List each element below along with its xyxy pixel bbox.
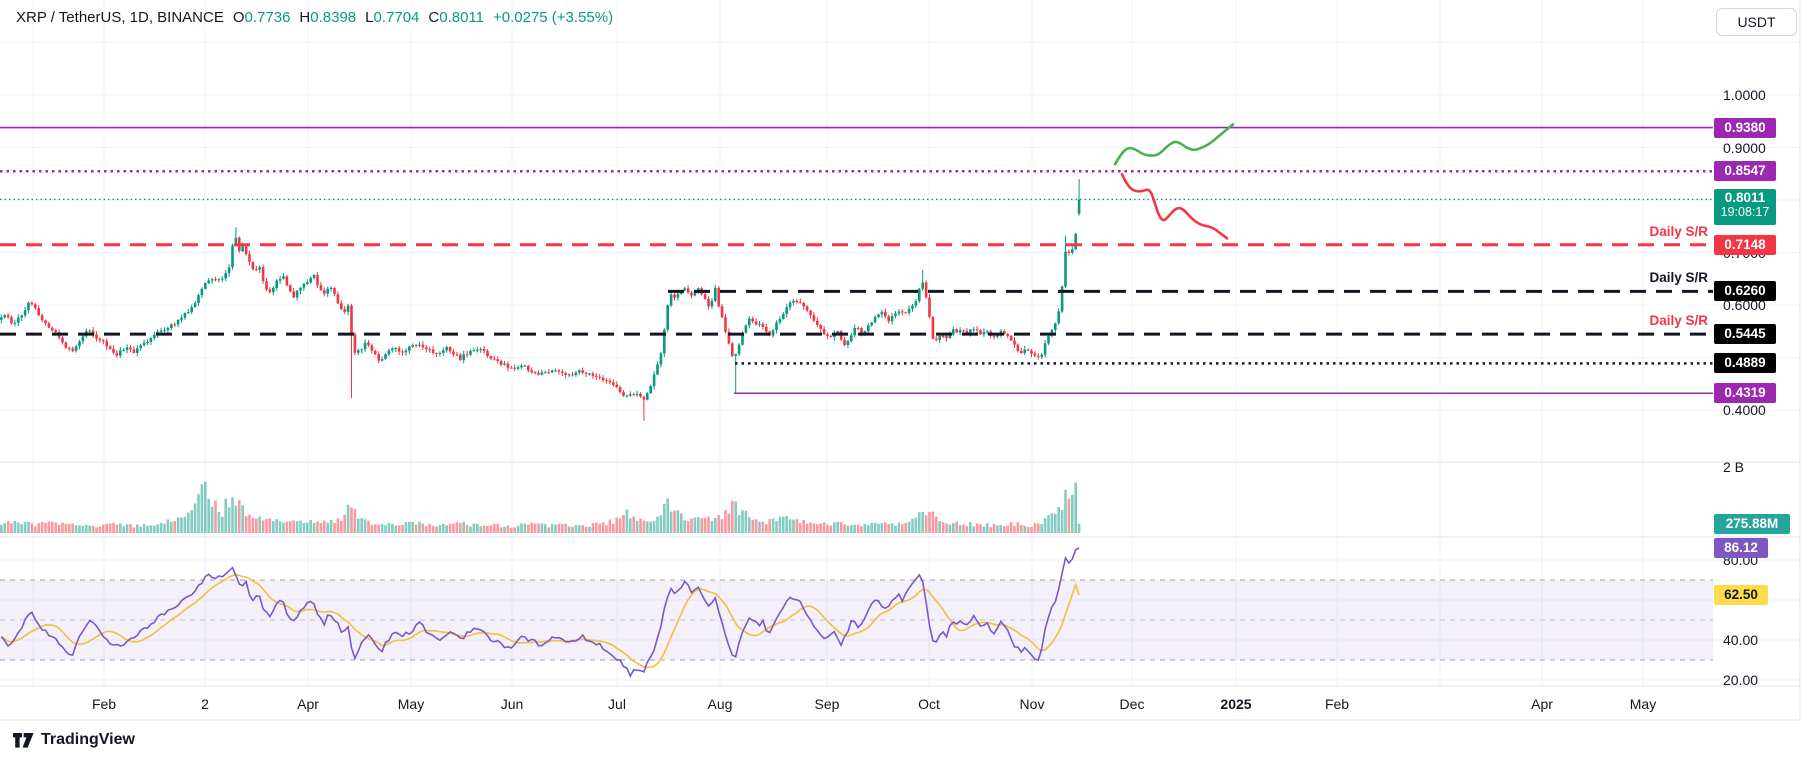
rsi-tick: 40.00 [1723, 632, 1759, 648]
sr-line-label[interactable]: Daily S/R [1649, 223, 1708, 239]
time-label-Aug: Aug [707, 696, 733, 712]
chart-legend: XRP / TetherUS, 1D, BINANCE O0.7736 H0.83… [16, 9, 613, 26]
time-label-May: May [397, 696, 425, 712]
rsi-lines [0, 547, 1080, 678]
rsi-ma-badge: 62.50 [1714, 585, 1768, 605]
time-label-Nov: Nov [1019, 696, 1045, 712]
price-level-badge: 0.5445 [1714, 324, 1776, 345]
change-value: +0.0275 (+3.55%) [493, 9, 614, 26]
tradingview-logo-text: TradingView [41, 731, 135, 748]
price-tick: 0.9000 [1723, 139, 1766, 156]
price-level-badge: 0.9380 [1714, 117, 1776, 138]
time-label-Oct: Oct [918, 696, 940, 712]
current-price-badge: 0.8011 19:08:17 [1714, 189, 1776, 226]
ohlc-C: C0.8011 [428, 9, 484, 26]
symbol-title[interactable]: XRP / TetherUS, 1D, BINANCE [16, 9, 224, 26]
ohlc-H: H0.8398 [299, 9, 357, 26]
time-label-Feb: Feb [1324, 696, 1350, 712]
ohlc-values: O0.7736 H0.8398 L0.7704 C0.8011 [233, 9, 484, 26]
volume-badge: 275.88M [1714, 513, 1790, 534]
price-tick: 1.0000 [1723, 87, 1766, 103]
pane-separators [0, 0, 1801, 721]
time-label-Apr: Apr [297, 696, 319, 712]
projection-drawings[interactable] [1113, 123, 1235, 240]
current-price-value: 0.8011 [1724, 190, 1766, 206]
tradingview-logo-icon [13, 732, 34, 748]
time-label-Dec: Dec [1119, 696, 1145, 712]
time-label-Jun: Jun [500, 696, 524, 712]
ohlc-L: L0.7704 [365, 9, 420, 26]
ohlc-O: O0.7736 [232, 9, 291, 26]
price-level-badge: 0.4889 [1714, 353, 1776, 374]
time-label-2025: 2025 [1220, 696, 1252, 712]
time-label-Feb: Feb [91, 696, 117, 712]
rsi-band [0, 579, 1713, 661]
rsi-tick: 20.00 [1723, 672, 1759, 688]
price-level-badge: 0.8547 [1714, 161, 1776, 182]
price-level-badge: 0.6260 [1714, 281, 1776, 302]
volume-axis-tick: 2 B [1723, 459, 1745, 475]
grid-layer [0, 0, 1800, 686]
tradingview-logo[interactable]: TradingView [13, 731, 135, 749]
price-tick: 0.4000 [1723, 402, 1766, 418]
time-label-May: May [1629, 696, 1657, 712]
bar-countdown: 19:08:17 [1720, 205, 1770, 220]
time-label-Apr: Apr [1531, 696, 1553, 712]
sr-line-label[interactable]: Daily S/R [1649, 313, 1708, 329]
rsi-badge: 86.12 [1714, 537, 1768, 558]
volume-bars [0, 481, 1081, 533]
time-label-Jul: Jul [608, 696, 626, 712]
sr-level-lines[interactable] [0, 126, 1713, 395]
sr-line-label[interactable]: Daily S/R [1649, 270, 1708, 286]
price-level-badge: 0.4319 [1714, 383, 1776, 404]
time-label-2: 2 [201, 696, 209, 712]
price-level-badge: 0.7148 [1714, 234, 1776, 255]
time-label-Sep: Sep [814, 696, 840, 712]
currency-unit-button[interactable]: USDT [1716, 8, 1797, 36]
